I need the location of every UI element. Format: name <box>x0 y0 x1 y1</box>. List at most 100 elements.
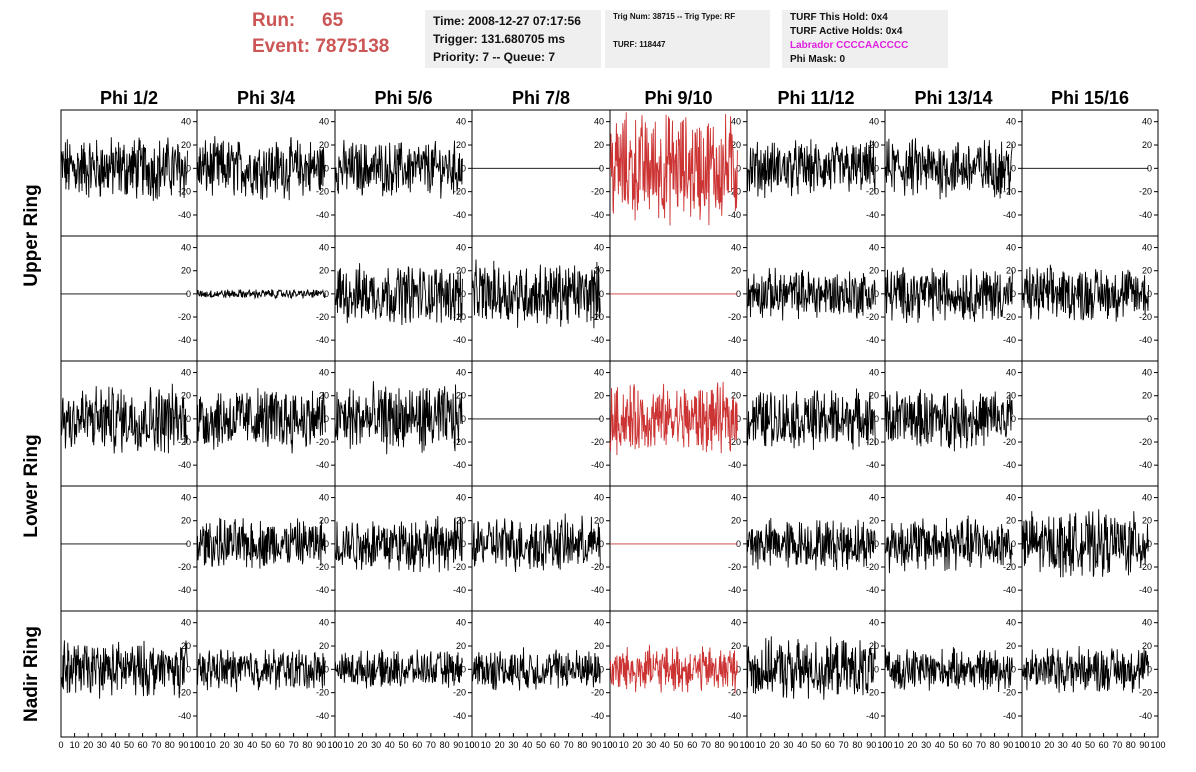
trigger-info-box: Trig Num: 38715 -- Trig Type: RF TURF: 1… <box>605 10 770 68</box>
y-tick-label: 0 <box>599 539 604 549</box>
panel-r2-c7: -40 -20 0 20 40 <box>884 235 1023 362</box>
y-tick-label: 0 <box>1147 414 1152 424</box>
waveform-trace <box>884 515 1013 574</box>
y-tick-label: 40 <box>456 368 466 378</box>
y-tick-label: -40 <box>453 711 466 721</box>
x-tick-label: 50 <box>811 740 821 750</box>
priority-text: Priority: 7 -- Queue: 7 <box>433 50 556 64</box>
y-tick-label: 40 <box>731 618 741 628</box>
y-tick-label: -20 <box>591 437 604 447</box>
y-tick-label: -40 <box>1003 585 1016 595</box>
y-tick-label: -40 <box>866 711 879 721</box>
y-tick-label: 40 <box>319 493 329 503</box>
y-tick-label: -20 <box>178 437 191 447</box>
y-tick-label: 0 <box>1147 289 1152 299</box>
y-tick-label: -20 <box>178 688 191 698</box>
y-tick-label: 20 <box>869 516 879 526</box>
panel-frame <box>60 485 198 612</box>
y-tick-label: -20 <box>316 437 329 447</box>
y-tick-label: -40 <box>178 711 191 721</box>
x-tick-label: 90 <box>728 740 738 750</box>
y-tick-label: 20 <box>181 391 191 401</box>
y-tick-label: 20 <box>731 391 741 401</box>
x-tick-label: 10 <box>344 740 354 750</box>
x-tick-label: 40 <box>797 740 807 750</box>
x-tick-label: 90 <box>866 740 876 750</box>
trigger-text: Trigger: 131.680705 ms <box>433 32 566 46</box>
y-tick-label: 20 <box>319 516 329 526</box>
x-tick-label: 100 <box>1150 740 1165 750</box>
y-tick-label: 0 <box>1147 539 1152 549</box>
x-tick-label: 50 <box>1085 740 1095 750</box>
panel-r4-c8: -40 -20 0 20 40 <box>1021 485 1159 612</box>
y-tick-label: 40 <box>181 117 191 127</box>
y-tick-label: 40 <box>1142 243 1152 253</box>
y-tick-label: 0 <box>874 664 879 674</box>
y-tick-label: 40 <box>1142 618 1152 628</box>
event-label: Event: <box>252 36 311 57</box>
y-tick-label: 40 <box>456 243 466 253</box>
x-tick-label: 90 <box>178 740 188 750</box>
y-tick-label: 20 <box>1142 391 1152 401</box>
x-tick-label: 60 <box>412 740 422 750</box>
panel-r4-c7: -40 -20 0 20 40 <box>884 485 1023 612</box>
y-tick-label: 0 <box>186 539 191 549</box>
x-tick-label: 0 <box>744 740 749 750</box>
waveform-trace <box>1021 509 1149 578</box>
waveform-trace <box>334 515 463 573</box>
x-tick-label: 10 <box>481 740 491 750</box>
waveform-trace <box>334 263 463 326</box>
x-tick-label: 80 <box>1126 740 1136 750</box>
y-tick-label: -40 <box>316 711 329 721</box>
y-tick-label: 0 <box>324 414 329 424</box>
y-tick-label: -40 <box>866 585 879 595</box>
y-tick-label: -20 <box>1003 312 1016 322</box>
column-header-4: Phi 7/8 <box>512 88 570 108</box>
x-tick-label: 50 <box>536 740 546 750</box>
run-event-box: Run: 65 Event: 7875138 <box>252 8 422 60</box>
panel-frame <box>334 485 473 612</box>
column-header-3: Phi 5/6 <box>374 88 432 108</box>
waveform-trace <box>884 389 1013 452</box>
x-tick-label: 40 <box>247 740 257 750</box>
panel-r4-c4: -40 -20 0 20 40 <box>471 485 611 612</box>
y-tick-label: -40 <box>866 460 879 470</box>
y-tick-label: -40 <box>1003 335 1016 345</box>
waveform-trace <box>334 381 463 455</box>
x-tick-label: 70 <box>839 740 849 750</box>
x-tick-label: 0 <box>194 740 199 750</box>
x-tick-label: 90 <box>316 740 326 750</box>
x-tick-label: 0 <box>332 740 337 750</box>
x-tick-label: 70 <box>151 740 161 750</box>
y-tick-label: 20 <box>594 641 604 651</box>
column-header-2: Phi 3/4 <box>237 88 295 108</box>
panel-r5-c3: -40 -20 0 20 40 <box>334 610 473 738</box>
y-tick-label: -20 <box>1139 688 1152 698</box>
y-tick-label: 40 <box>1006 493 1016 503</box>
y-tick-label: 20 <box>181 140 191 150</box>
run-value: 65 <box>322 10 344 31</box>
x-tick-label: 100 <box>739 740 754 750</box>
panel-frame <box>334 109 473 237</box>
waveform-trace <box>746 267 876 321</box>
y-tick-label: 20 <box>594 391 604 401</box>
x-tick-label: 0 <box>607 740 612 750</box>
y-tick-label: 40 <box>731 493 741 503</box>
y-tick-label: -20 <box>1139 562 1152 572</box>
panel-r5-c5: -40 -20 0 20 40 <box>609 610 748 738</box>
y-tick-label: 40 <box>319 243 329 253</box>
x-tick-label: 20 <box>83 740 93 750</box>
y-tick-label: 40 <box>594 368 604 378</box>
y-tick-label: 20 <box>869 641 879 651</box>
panel-r1-c4: -40 -20 0 20 40 <box>471 109 611 237</box>
waveform-trace <box>196 648 326 693</box>
y-tick-label: 40 <box>319 117 329 127</box>
x-tick-label: 60 <box>825 740 835 750</box>
y-tick-label: 40 <box>456 493 466 503</box>
y-tick-label: 0 <box>599 414 604 424</box>
x-tick-label: 100 <box>327 740 342 750</box>
y-tick-label: 0 <box>1011 289 1016 299</box>
